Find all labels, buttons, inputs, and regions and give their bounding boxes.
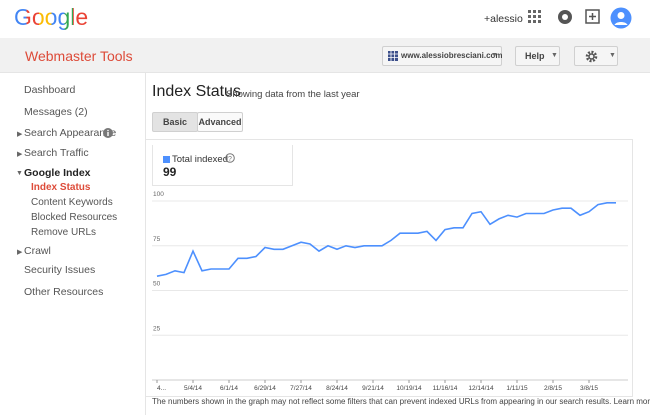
help-icon[interactable]: ? bbox=[225, 153, 235, 163]
y-tick-label: 100 bbox=[153, 191, 164, 198]
toolbar: Webmaster Tools www.alessiobresciani.com… bbox=[0, 38, 650, 73]
x-tick-label: 5/4/14 bbox=[184, 385, 202, 392]
series-line bbox=[156, 202, 616, 277]
dropdown-arrow: ▼ bbox=[609, 52, 616, 59]
nav-subitem[interactable]: Blocked Resources bbox=[31, 212, 118, 223]
help-label: Help bbox=[525, 51, 545, 61]
nav-item[interactable]: Search Appearance bbox=[24, 127, 117, 139]
top-bar: Google +alessio bbox=[0, 0, 650, 38]
nav-item[interactable]: Search Traffic bbox=[24, 147, 89, 159]
y-tick-label: 50 bbox=[153, 281, 161, 288]
dropdown-arrow: ▼ bbox=[551, 52, 558, 59]
tab-advanced[interactable]: Advanced bbox=[197, 112, 243, 132]
site-name: www.alessiobresciani.com bbox=[401, 51, 503, 60]
apps-icon[interactable] bbox=[528, 10, 542, 24]
x-tick-label: 6/1/14 bbox=[220, 385, 238, 392]
svg-text:?: ? bbox=[228, 156, 232, 163]
legend-swatch bbox=[163, 156, 170, 163]
x-tick-label: 9/21/14 bbox=[362, 385, 384, 392]
y-tick-label: 75 bbox=[153, 236, 161, 243]
share-icon[interactable] bbox=[585, 9, 601, 25]
page-title: Index Status bbox=[152, 83, 241, 100]
logo[interactable]: Google bbox=[14, 4, 89, 30]
nav-item[interactable]: Messages (2) bbox=[24, 106, 88, 118]
nav-item[interactable]: Google Index bbox=[24, 167, 91, 179]
product-name[interactable]: Webmaster Tools bbox=[25, 48, 133, 64]
x-tick-label: 2/8/15 bbox=[544, 385, 562, 392]
nav-item[interactable]: Security Issues bbox=[24, 264, 96, 276]
sidebar: Dashboard Messages (2) ▶ Search Appearan… bbox=[0, 73, 146, 415]
x-tick-label: 11/16/14 bbox=[433, 385, 458, 392]
footer-note: The numbers shown in the graph may not r… bbox=[152, 397, 650, 406]
site-selector[interactable]: www.alessiobresciani.com ▼ bbox=[382, 46, 503, 66]
y-tick-label: 25 bbox=[153, 325, 161, 332]
x-tick-label: 1/11/15 bbox=[506, 385, 528, 392]
nav-subitem-active[interactable]: Index Status bbox=[31, 182, 91, 193]
chart-frame bbox=[145, 139, 633, 397]
x-tick-label: 8/24/14 bbox=[326, 385, 348, 392]
page-subtitle: Showing data from the last year bbox=[226, 89, 360, 100]
expand-arrow: ▶ bbox=[17, 131, 23, 138]
nav-item[interactable]: Dashboard bbox=[24, 84, 76, 96]
nav-subitem[interactable]: Remove URLs bbox=[31, 227, 97, 238]
nav-item[interactable]: Crawl bbox=[24, 245, 51, 257]
help-button[interactable]: Help ▼ bbox=[515, 46, 560, 66]
avatar[interactable] bbox=[610, 7, 632, 29]
x-tick-label: 3/8/15 bbox=[580, 385, 598, 392]
x-tick-label: 4... bbox=[157, 385, 166, 392]
site-icon bbox=[388, 51, 398, 61]
nav-subitem[interactable]: Content Keywords bbox=[31, 197, 113, 208]
notifications-icon[interactable] bbox=[557, 9, 573, 25]
collapse-arrow: ▼ bbox=[16, 170, 23, 177]
x-tick-label: 10/19/14 bbox=[396, 385, 422, 392]
x-tick-label: 7/27/14 bbox=[290, 385, 312, 392]
expand-arrow: ▶ bbox=[17, 249, 23, 256]
legend-label[interactable]: Total indexed bbox=[172, 154, 228, 165]
x-tick-label: 6/29/14 bbox=[254, 385, 276, 392]
settings-button[interactable]: ▼ bbox=[574, 46, 618, 66]
gear-icon bbox=[585, 50, 598, 63]
legend-total: 99 bbox=[163, 165, 177, 179]
x-tick-label: 12/14/14 bbox=[468, 385, 494, 392]
expand-arrow: ▶ bbox=[17, 151, 23, 158]
info-icon[interactable] bbox=[103, 128, 113, 138]
legend-box: Total indexed ? 99 bbox=[152, 145, 293, 186]
user-link[interactable]: +alessio bbox=[484, 13, 523, 25]
dropdown-arrow: ▼ bbox=[491, 52, 498, 59]
nav-item[interactable]: Other Resources bbox=[24, 286, 104, 298]
